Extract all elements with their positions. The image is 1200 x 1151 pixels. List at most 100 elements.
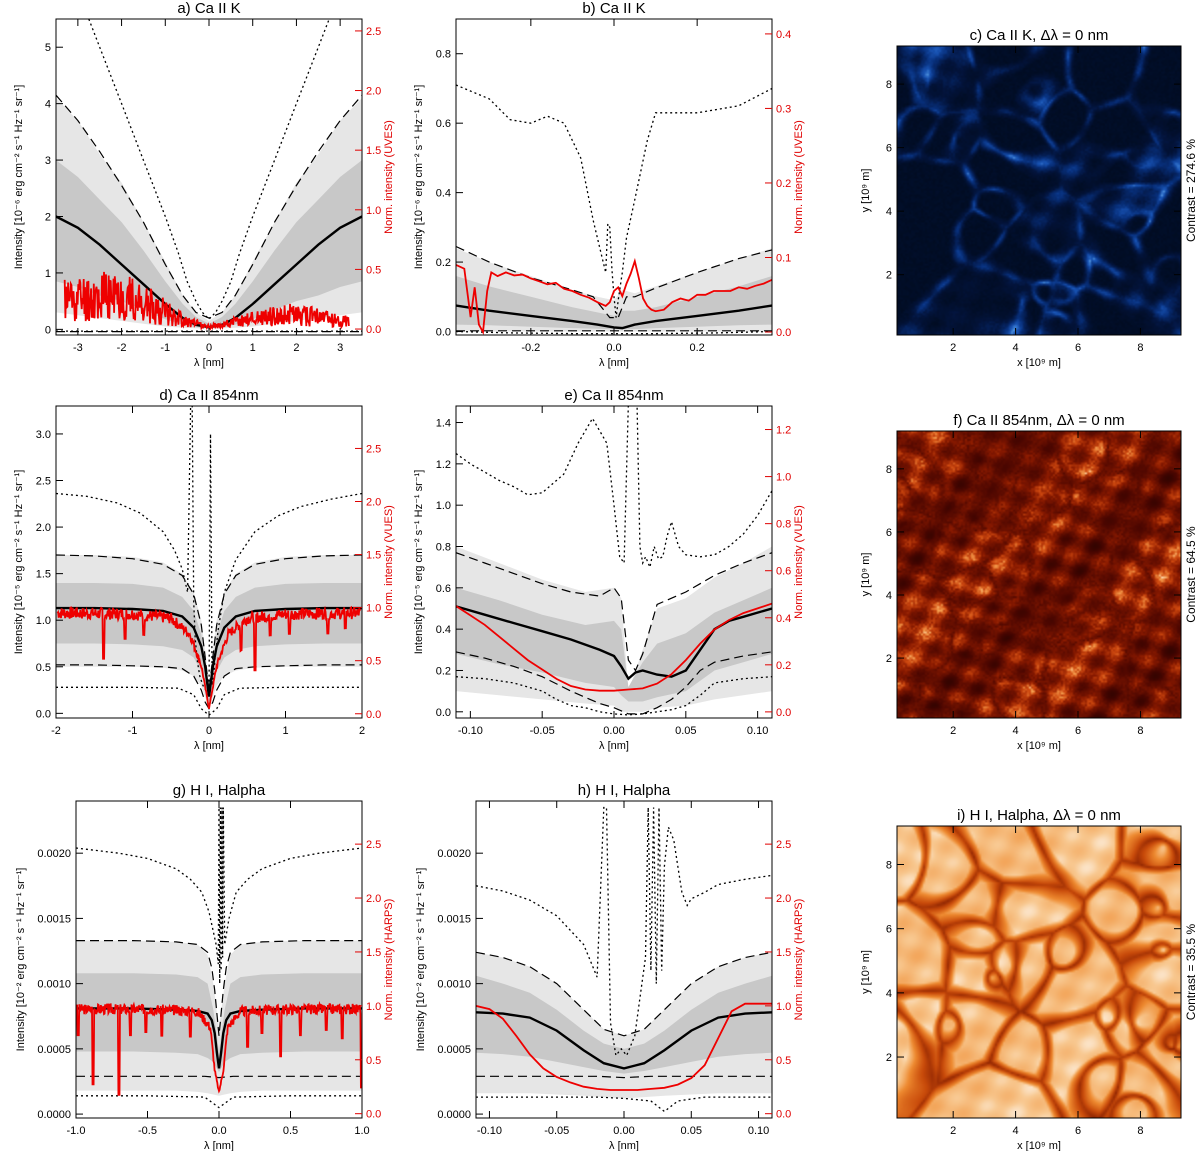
y2-tick-label: 0.1 — [776, 252, 791, 264]
y-tick-label: 0.4 — [436, 624, 451, 636]
panel-title: f) Ca II 854nm, Δλ = 0 nm — [953, 412, 1124, 429]
panel-b: -0.2 0.0 0.2 0.0 0.2 0.4 0.6 0.8 0.0 0.1 0.2 0.3 0.4… — [413, 0, 805, 369]
panel-g: -1.0 -0.5 0.0 0.5 1.0 0.0000 0.0005 0.0010 0.001… — [15, 782, 395, 1151]
y-tick-label: 2.0 — [36, 522, 51, 534]
y-tick-label: 1.4 — [436, 418, 451, 430]
dashed-profile-line — [76, 940, 362, 1036]
y-axis-label: Intensity [10⁻⁶ erg cm⁻² s⁻¹ Hz⁻¹ sr⁻¹] — [413, 85, 425, 270]
x-axis-label: x [10⁹ m] — [1017, 740, 1061, 752]
x-tick-label: 0.00 — [613, 1125, 634, 1137]
y-tick-label: 5 — [45, 42, 51, 54]
y-tick-label: 1.5 — [36, 569, 51, 581]
dashed-profile-line — [456, 552, 772, 672]
dotted-profile-line — [76, 807, 362, 984]
y-tick-label: 0.2 — [436, 665, 451, 677]
y-tick-label: 0.0 — [36, 708, 51, 720]
y-tick-label: 0.2 — [436, 257, 451, 269]
panel-title: i) H I, Halpha, Δλ = 0 nm — [957, 807, 1121, 824]
x-tick-label: -1 — [160, 342, 170, 354]
y-axis-label: Intensity [10⁻⁶ erg cm⁻² s⁻¹ Hz⁻¹ sr⁻¹] — [13, 85, 25, 270]
inner-range-band — [456, 587, 772, 702]
plot-frame — [896, 430, 1182, 719]
mean-profile-line — [56, 606, 362, 697]
y-axis-label: Intensity [10⁻² erg cm⁻² s⁻¹ Hz⁻¹ sr⁻¹] — [415, 868, 427, 1052]
y2-tick-label: 0.5 — [366, 1055, 381, 1067]
y2-tick-label: 2.0 — [366, 86, 381, 98]
y2-axis-label: Norm. intensity (UVES) — [383, 120, 395, 234]
y-tick-label: 3 — [45, 155, 51, 167]
y-tick-label: 2 — [886, 270, 892, 282]
x-tick-label: 3 — [337, 342, 343, 354]
x-tick-label: 4 — [1013, 342, 1019, 354]
x-tick-label: -1.0 — [67, 1125, 86, 1137]
y-tick-label: 8 — [886, 464, 892, 476]
observed-profile-line — [56, 605, 362, 709]
y2-tick-label: 0.4 — [776, 29, 791, 41]
x-tick-label: 2 — [950, 342, 956, 354]
y2-tick-label: 0.5 — [776, 1055, 791, 1067]
panel-title: e) Ca II 854nm — [564, 387, 663, 404]
plot-area — [456, 406, 772, 716]
y-tick-label: 0.0020 — [37, 848, 71, 860]
y-tick-label: 6 — [886, 924, 892, 936]
y2-tick-label: 0.0 — [366, 709, 381, 721]
x-tick-label: -2 — [117, 342, 127, 354]
y-tick-label: 2.5 — [36, 476, 51, 488]
dashed-profile-line — [476, 951, 772, 1037]
y2-tick-label: 0.0 — [776, 707, 791, 719]
y2-axis-label: Norm. intensity (VUES) — [793, 505, 805, 619]
x-tick-label: 2 — [950, 1125, 956, 1137]
y2-tick-label: 2.0 — [366, 497, 381, 509]
dotted-profile-line — [56, 406, 362, 697]
y-tick-label: 2 — [886, 653, 892, 665]
x-tick-label: 2 — [950, 725, 956, 737]
x-tick-label: -3 — [73, 342, 83, 354]
panel-title: g) H I, Halpha — [173, 782, 266, 799]
y-tick-label: 0.0000 — [37, 1109, 71, 1121]
y2-tick-label: 2.5 — [776, 839, 791, 851]
y-axis-label: y [10⁹ m] — [860, 553, 872, 597]
x-tick-label: 1.0 — [354, 1125, 369, 1137]
x-tick-label: 6 — [1075, 1125, 1081, 1137]
y-tick-label: 0.0020 — [437, 848, 471, 860]
x-tick-label: -1 — [128, 725, 138, 737]
y2-tick-label: 1.5 — [776, 947, 791, 959]
x-axis-label: λ [nm] — [599, 740, 629, 752]
panel-e: -0.10 -0.05 0.00 0.05 0.10 0.0 0.2 0.4 0.6 0.8 1.0… — [413, 387, 805, 752]
y2-axis-label: Norm. intensity (VUES) — [383, 505, 395, 619]
x-tick-label: -0.10 — [458, 725, 483, 737]
y-tick-label: 0.0010 — [37, 979, 71, 991]
panel-c: 2 4 6 8 2 4 6 8 c) Ca II K, Δλ = 0 nm x [10⁹ m] y … — [860, 27, 1198, 369]
x-tick-label: 0.0 — [606, 342, 621, 354]
dashed-profile-line — [56, 94, 362, 319]
x-tick-label: 1 — [250, 342, 256, 354]
x-tick-label: 6 — [1075, 725, 1081, 737]
x-tick-label: -0.2 — [521, 342, 540, 354]
x-tick-label: 0 — [206, 342, 212, 354]
y2-tick-label: 2.0 — [366, 893, 381, 905]
x-tick-label: 0.5 — [283, 1125, 298, 1137]
x-axis-label: λ [nm] — [609, 1140, 639, 1151]
panel-d: -2 -1 0 1 20.00.51.01.52.02.53.00.00.51.01.5… — [13, 387, 395, 752]
x-tick-label: 0 — [206, 725, 212, 737]
plot-area — [76, 807, 362, 1109]
x-tick-label: 4 — [1013, 725, 1019, 737]
panel-i: 2 4 6 8 2 4 6 8 i) H I, Halpha, Δλ = 0 nm x [10⁹ … — [860, 807, 1198, 1151]
y-tick-label: 0.0 — [436, 707, 451, 719]
y-tick-label: 1.2 — [436, 459, 451, 471]
x-axis-label: x [10⁹ m] — [1017, 357, 1061, 369]
y-axis-label: Intensity [10⁻⁵ erg cm⁻² s⁻¹ Hz⁻¹ sr⁻¹] — [13, 470, 25, 655]
plot-area — [56, 406, 362, 717]
x-tick-label: 2 — [359, 725, 365, 737]
y-tick-label: 4 — [886, 206, 892, 218]
x-tick-label: 0.0 — [211, 1125, 226, 1137]
dotted-profile-line — [476, 806, 772, 1057]
dashed-profile-line — [56, 554, 362, 691]
observed-profile-line — [63, 271, 350, 331]
y2-tick-label: 0.8 — [776, 519, 791, 531]
y-tick-label: 3.0 — [36, 429, 51, 441]
y-tick-label: 0.0015 — [437, 913, 471, 925]
y-tick-label: 6 — [886, 143, 892, 155]
plot-frame — [896, 45, 1182, 336]
